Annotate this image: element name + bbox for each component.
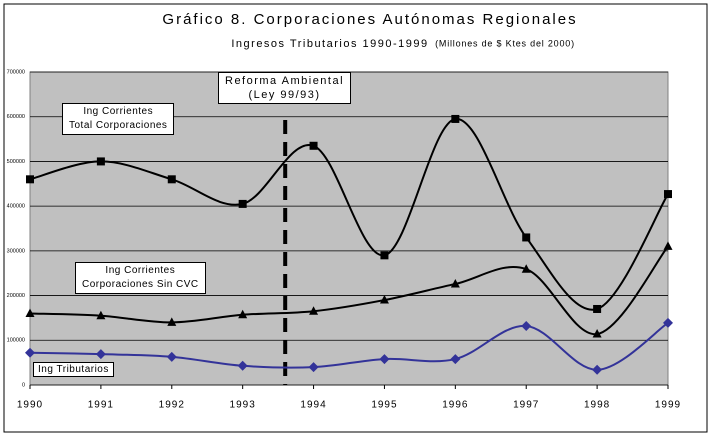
y-tick-label: 0 [22, 382, 25, 388]
marker [237, 360, 248, 371]
marker [380, 251, 389, 260]
series-line [29, 245, 669, 336]
marker [96, 310, 106, 320]
x-tick-label: 1992 [159, 400, 185, 411]
marker [521, 320, 532, 331]
x-tick-label: 1994 [300, 400, 326, 411]
series-label: Ing Tributarios [33, 362, 114, 377]
marker [663, 317, 673, 328]
y-tick-label: 200000 [7, 293, 25, 299]
marker [379, 295, 389, 304]
marker [451, 114, 460, 123]
marker [592, 364, 603, 375]
y-tick-label: 500000 [7, 159, 25, 165]
plot-area [29, 71, 669, 386]
annotation: Reforma Ambiental (Ley 99/93) [218, 72, 352, 104]
marker [167, 317, 177, 326]
marker [379, 354, 390, 365]
marker [450, 278, 460, 288]
y-tick-label: 400000 [7, 204, 25, 210]
marker [167, 175, 176, 184]
marker [238, 309, 248, 319]
x-tick-label: 1993 [230, 400, 256, 411]
marker [25, 308, 35, 317]
x-tick-label: 1991 [88, 400, 114, 411]
marker [522, 233, 531, 242]
y-tick-label: 700000 [7, 69, 25, 75]
marker [450, 354, 461, 365]
marker [95, 349, 106, 360]
series-label: Ing Corrientes Corporaciones Sin CVC [75, 262, 206, 294]
marker [309, 141, 318, 150]
marker [308, 362, 319, 373]
series-line [29, 117, 669, 311]
marker [25, 347, 35, 358]
series-label: Ing Corrientes Total Corporaciones [62, 103, 175, 135]
chart-subtitle: Ingresos Tributarios 1990-1999 [231, 38, 428, 50]
marker [26, 175, 34, 184]
x-tick-label: 1996 [442, 400, 468, 411]
series-line [29, 322, 669, 371]
marker [663, 241, 673, 250]
marker [593, 304, 602, 313]
x-tick-label: 1998 [584, 400, 610, 411]
chart-title: Gráfico 8. Corporaciones Autónomas Regio… [162, 11, 577, 28]
x-tick-label: 1995 [371, 400, 397, 411]
marker [96, 157, 105, 166]
y-tick-label: 300000 [7, 248, 25, 254]
x-tick-label: 1999 [655, 400, 681, 411]
chart-subtitle-note: (Millones de $ Ktes del 2000) [435, 38, 575, 48]
y-tick-label: 100000 [7, 338, 25, 344]
marker [521, 264, 531, 273]
marker [664, 190, 672, 199]
x-tick-label: 1990 [17, 400, 43, 411]
marker [238, 199, 247, 208]
marker [166, 351, 177, 362]
marker [309, 306, 319, 315]
x-tick-label: 1997 [513, 400, 539, 411]
y-tick-label: 600000 [7, 114, 25, 120]
marker [592, 329, 602, 338]
